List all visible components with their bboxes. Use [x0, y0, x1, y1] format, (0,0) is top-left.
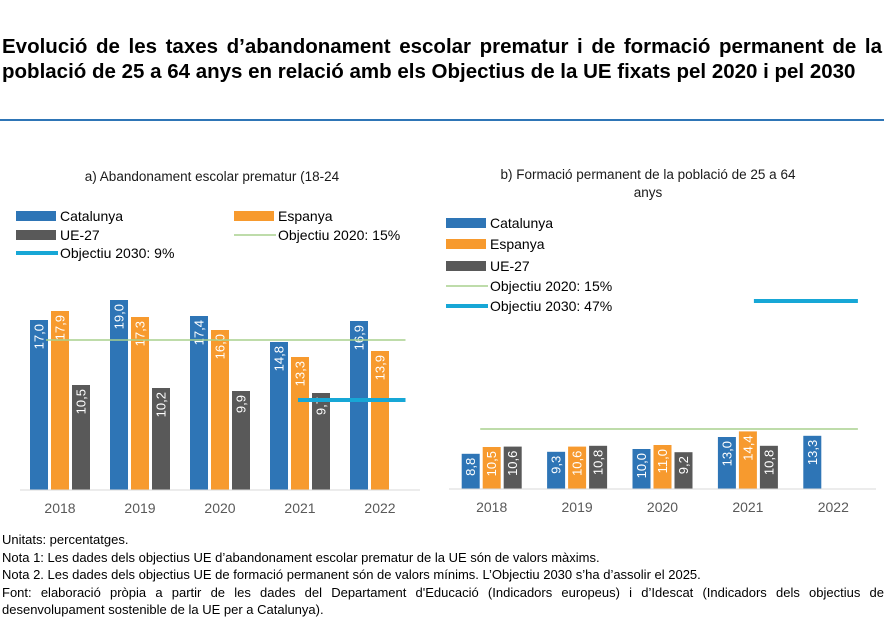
x-tick-label: 2021 [284, 500, 315, 516]
chart-title-line: anys [634, 185, 663, 200]
bar-label-ue27: 10,8 [761, 450, 776, 475]
bar-label-catalunya: 16,9 [352, 325, 367, 350]
bar-catalunya [190, 316, 208, 490]
bar-label-espanya: 11,0 [655, 449, 670, 473]
legend-label-espanya: Espanya [490, 236, 545, 252]
bar-label-ue27: 9,2 [676, 456, 691, 474]
bar-espanya [211, 330, 229, 490]
bar-label-catalunya: 9,3 [549, 456, 564, 474]
bar-label-catalunya: 13,3 [805, 440, 820, 465]
x-tick-label: 2020 [204, 500, 235, 516]
bar-label-espanya: 14,4 [740, 435, 755, 460]
bar-label-espanya: 17,3 [133, 321, 148, 346]
legend-swatch-catalunya [446, 218, 486, 228]
bar-label-ue27: 10,6 [505, 451, 520, 476]
bar-label-catalunya: 8,8 [463, 458, 478, 476]
legend-swatch-ue27 [446, 261, 486, 271]
legend-label-objectiu2030: Objectiu 2030: 9% [60, 245, 174, 261]
bar-catalunya [803, 435, 822, 489]
bar-label-espanya: 10,6 [570, 451, 585, 476]
bar-ue27 [232, 391, 250, 490]
bar-espanya [738, 431, 757, 489]
chart-title-line: a) Abandonament escolar prematur (18-24 [85, 169, 340, 184]
x-tick-label: 2021 [732, 499, 763, 515]
chart-a: a) Abandonament escolar prematur (18-24 1… [16, 169, 420, 516]
chart-b: b) Formació permanent de la població de … [446, 167, 876, 515]
bar-label-ue27: 10,2 [154, 392, 169, 417]
bar-espanya [568, 446, 587, 489]
bar-catalunya [110, 300, 128, 490]
bar-espanya [291, 357, 309, 490]
legend-swatch-ue27 [16, 230, 56, 240]
bar-espanya [131, 317, 149, 490]
legend-label-ue27: UE-27 [490, 258, 530, 274]
bar-ue27 [759, 445, 778, 489]
bar-label-espanya: 13,9 [373, 355, 388, 380]
legend-swatch-catalunya [16, 211, 56, 221]
bar-espanya [51, 311, 69, 490]
footnotes: Unitats: percentatges. Nota 1: Les dades… [2, 531, 884, 619]
footnote-note-2: Nota 2. Les dades dels objectius UE de f… [2, 567, 701, 583]
bar-label-catalunya: 10,0 [634, 453, 649, 478]
bar-espanya [482, 447, 501, 489]
page-title: Evolució de les taxes d’abandonament esc… [2, 35, 882, 83]
bar-label-catalunya: 14,8 [272, 346, 287, 371]
bar-label-espanya: 17,9 [53, 315, 68, 340]
footnote-note-1: Nota 1: Les dades dels objectius UE d’ab… [2, 549, 600, 565]
x-tick-label: 2018 [476, 499, 507, 515]
legend-label-catalunya: Catalunya [60, 208, 123, 224]
bar-catalunya [30, 320, 48, 490]
bar-ue27 [152, 388, 170, 490]
bar-label-catalunya: 17,4 [192, 320, 207, 345]
bar-ue27 [72, 385, 90, 490]
bar-catalunya [461, 453, 480, 489]
bar-espanya [371, 351, 389, 490]
bar-catalunya [632, 449, 651, 489]
bar-label-catalunya: 19,0 [112, 304, 127, 329]
bar-ue27 [503, 446, 522, 489]
bar-label-ue27: 10,5 [74, 389, 89, 414]
bar-label-catalunya: 13,0 [719, 441, 734, 466]
bar-ue27 [674, 452, 693, 489]
x-tick-label: 2022 [364, 500, 395, 516]
footnote-source: Font: elaboració pròpia a partir de les … [2, 584, 884, 618]
bar-label-catalunya: 17,0 [32, 324, 47, 349]
bar-label-espanya: 13,3 [293, 361, 308, 386]
legend-label-catalunya: Catalunya [490, 215, 553, 231]
chart-title-line: b) Formació permanent de la població de … [501, 167, 796, 182]
x-tick-label: 2019 [124, 500, 155, 516]
footnote-units: Unitats: percentatges. [2, 532, 129, 547]
x-tick-label: 2018 [44, 500, 75, 516]
bar-ue27 [312, 393, 330, 490]
x-tick-label: 2022 [818, 499, 849, 515]
legend-label-objectiu2020: Objectiu 2020: 15% [490, 278, 612, 294]
bar-label-ue27: 9,9 [234, 395, 249, 413]
bar-label-espanya: 16,0 [213, 334, 228, 359]
legend-swatch-espanya [446, 239, 486, 249]
bar-label-ue27: 10,8 [591, 450, 606, 475]
legend-label-objectiu2030: Objectiu 2030: 47% [490, 298, 612, 314]
legend-swatch-espanya [234, 211, 274, 221]
bar-catalunya [270, 342, 288, 490]
bar-catalunya [547, 451, 566, 489]
x-tick-label: 2019 [562, 499, 593, 515]
title-rule [0, 119, 884, 121]
legend-label-ue27: UE-27 [60, 227, 100, 243]
bar-label-espanya: 10,5 [484, 451, 499, 476]
x-tick-label: 2020 [647, 499, 678, 515]
legend-label-espanya: Espanya [278, 208, 333, 224]
legend-label-objectiu2020: Objectiu 2020: 15% [278, 227, 400, 243]
bar-catalunya [717, 437, 736, 489]
bar-ue27 [589, 445, 608, 489]
bar-espanya [653, 445, 672, 489]
bar-catalunya [350, 321, 368, 490]
